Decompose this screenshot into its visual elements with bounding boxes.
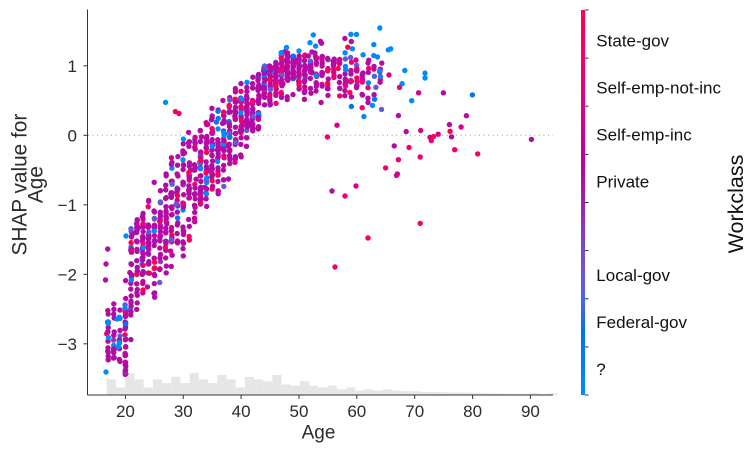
svg-text:Federal-gov: Federal-gov xyxy=(596,313,687,332)
svg-text:Self-emp-inc: Self-emp-inc xyxy=(596,125,692,144)
svg-text:Self-emp-not-inc: Self-emp-not-inc xyxy=(596,79,721,98)
svg-text:Private: Private xyxy=(596,172,649,191)
svg-text:80: 80 xyxy=(463,402,482,421)
svg-text:30: 30 xyxy=(174,402,193,421)
svg-text:0: 0 xyxy=(68,126,77,145)
svg-text:SHAP value for: SHAP value for xyxy=(9,114,32,256)
svg-text:1: 1 xyxy=(68,57,77,76)
svg-text:20: 20 xyxy=(116,402,135,421)
svg-text:Workclass: Workclass xyxy=(724,155,748,254)
svg-text:Age: Age xyxy=(25,166,48,203)
svg-text:Age: Age xyxy=(302,423,336,444)
svg-text:−2: −2 xyxy=(58,265,77,284)
svg-text:−1: −1 xyxy=(58,196,77,215)
svg-text:40: 40 xyxy=(232,402,251,421)
svg-text:?: ? xyxy=(596,360,605,379)
svg-text:60: 60 xyxy=(347,402,366,421)
svg-text:−3: −3 xyxy=(58,335,77,354)
svg-text:50: 50 xyxy=(290,402,309,421)
svg-text:70: 70 xyxy=(405,402,424,421)
svg-text:Local-gov: Local-gov xyxy=(596,266,670,285)
svg-text:90: 90 xyxy=(521,402,540,421)
svg-text:State-gov: State-gov xyxy=(596,32,669,51)
